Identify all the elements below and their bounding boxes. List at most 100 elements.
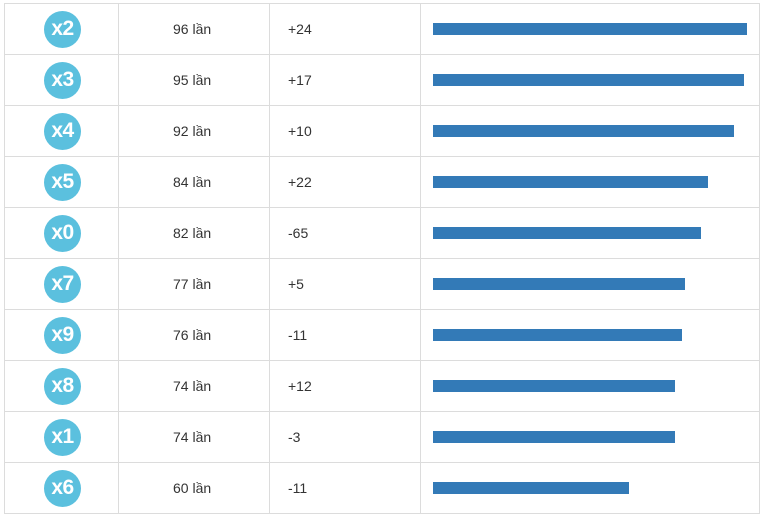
table-row: x4 92 lần +10	[5, 106, 760, 157]
delta-text: +24	[288, 21, 312, 37]
number-badge: x1	[44, 418, 81, 456]
delta-text: -3	[288, 429, 301, 445]
delta-text: -11	[288, 327, 308, 343]
count-text: 84 lần	[173, 174, 212, 190]
bar-cell	[421, 55, 760, 105]
count-cell: 60 lần	[119, 463, 270, 513]
label-cell: x6	[5, 463, 119, 513]
bar-track	[433, 380, 747, 392]
frequency-table: x2 96 lần +24 x3 95 lần +17	[4, 3, 760, 514]
bar-cell	[421, 412, 760, 462]
count-text: 77 lần	[173, 276, 212, 292]
count-text: 96 lần	[173, 21, 212, 37]
delta-text: -65	[288, 225, 309, 241]
count-cell: 82 lần	[119, 208, 270, 258]
count-cell: 96 lần	[119, 4, 270, 54]
bar-track	[433, 74, 747, 86]
count-text: 76 lần	[173, 327, 212, 343]
count-text: 74 lần	[173, 429, 212, 445]
number-badge: x3	[44, 61, 81, 99]
bar-cell	[421, 463, 760, 513]
count-cell: 76 lần	[119, 310, 270, 360]
table-row: x3 95 lần +17	[5, 55, 760, 106]
label-cell: x5	[5, 157, 119, 207]
delta-cell: +12	[270, 361, 421, 411]
bar-track	[433, 125, 747, 137]
frequency-bar	[433, 23, 747, 35]
delta-cell: +17	[270, 55, 421, 105]
delta-cell: +5	[270, 259, 421, 309]
delta-cell: -3	[270, 412, 421, 462]
delta-cell: +24	[270, 4, 421, 54]
delta-text: +10	[288, 123, 312, 139]
bar-track	[433, 329, 747, 341]
number-badge: x2	[44, 10, 81, 48]
frequency-bar	[433, 278, 685, 290]
count-cell: 92 lần	[119, 106, 270, 156]
bar-cell	[421, 157, 760, 207]
frequency-bar	[433, 380, 676, 392]
delta-text: +12	[288, 378, 312, 394]
bar-track	[433, 227, 747, 239]
count-cell: 74 lần	[119, 361, 270, 411]
bar-cell	[421, 4, 760, 54]
table-row: x5 84 lần +22	[5, 157, 760, 208]
number-badge: x8	[44, 367, 81, 405]
number-badge: x5	[44, 163, 81, 201]
number-badge: x9	[44, 316, 81, 354]
label-cell: x0	[5, 208, 119, 258]
number-badge: x6	[44, 469, 81, 507]
bar-cell	[421, 361, 760, 411]
frequency-bar	[433, 431, 676, 443]
delta-cell: -65	[270, 208, 421, 258]
bar-track	[433, 278, 747, 290]
delta-cell: -11	[270, 463, 421, 513]
table-row: x9 76 lần -11	[5, 310, 760, 361]
bar-track	[433, 482, 747, 494]
delta-cell: +22	[270, 157, 421, 207]
table-row: x6 60 lần -11	[5, 463, 760, 514]
bar-cell	[421, 106, 760, 156]
label-cell: x3	[5, 55, 119, 105]
delta-text: +17	[288, 72, 312, 88]
table-row: x1 74 lần -3	[5, 412, 760, 463]
count-text: 60 lần	[173, 480, 212, 496]
label-cell: x1	[5, 412, 119, 462]
count-cell: 95 lần	[119, 55, 270, 105]
count-text: 92 lần	[173, 123, 212, 139]
bar-cell	[421, 259, 760, 309]
frequency-bar	[433, 227, 702, 239]
count-cell: 84 lần	[119, 157, 270, 207]
bar-cell	[421, 310, 760, 360]
bar-track	[433, 431, 747, 443]
number-badge: x4	[44, 112, 81, 150]
label-cell: x8	[5, 361, 119, 411]
table-row: x8 74 lần +12	[5, 361, 760, 412]
frequency-bar	[433, 329, 682, 341]
count-text: 82 lần	[173, 225, 212, 241]
number-badge: x7	[44, 265, 81, 303]
table-row: x7 77 lần +5	[5, 259, 760, 310]
count-text: 74 lần	[173, 378, 212, 394]
bar-cell	[421, 208, 760, 258]
bar-track	[433, 23, 747, 35]
frequency-bar	[433, 74, 744, 86]
table-row: x0 82 lần -65	[5, 208, 760, 259]
delta-cell: -11	[270, 310, 421, 360]
table-row: x2 96 lần +24	[5, 4, 760, 55]
label-cell: x2	[5, 4, 119, 54]
frequency-bar	[433, 176, 708, 188]
label-cell: x4	[5, 106, 119, 156]
delta-text: +22	[288, 174, 312, 190]
label-cell: x9	[5, 310, 119, 360]
count-text: 95 lần	[173, 72, 212, 88]
count-cell: 77 lần	[119, 259, 270, 309]
count-cell: 74 lần	[119, 412, 270, 462]
frequency-bar	[433, 482, 630, 494]
delta-text: +5	[288, 276, 304, 292]
frequency-bar	[433, 125, 734, 137]
number-badge: x0	[44, 214, 81, 252]
bar-track	[433, 176, 747, 188]
delta-cell: +10	[270, 106, 421, 156]
delta-text: -11	[288, 480, 308, 496]
